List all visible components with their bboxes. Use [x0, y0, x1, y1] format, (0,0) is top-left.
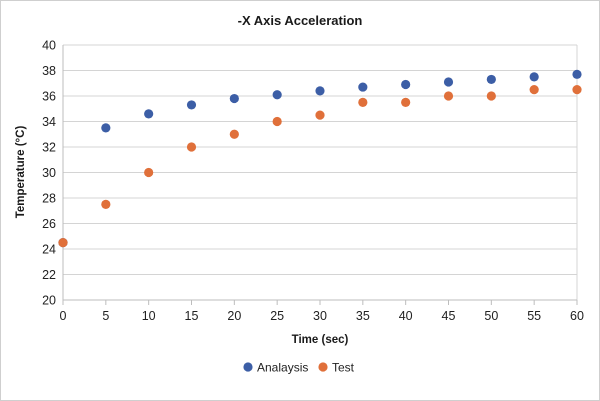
- point-test-60: [572, 85, 582, 95]
- x-axis-label: Time (sec): [292, 334, 349, 346]
- y-tick-label: 34: [42, 115, 56, 129]
- point-analaysis-60: [572, 69, 582, 79]
- x-tick-label: 35: [356, 309, 370, 323]
- point-test-55: [529, 85, 539, 95]
- y-tick-label: 40: [42, 39, 56, 53]
- x-tick-label: 0: [60, 309, 67, 323]
- legend-label-analaysis: Analaysis: [257, 361, 308, 375]
- x-tick-label: 60: [570, 309, 584, 323]
- point-test-35: [358, 97, 368, 107]
- y-tick-label: 28: [42, 192, 56, 206]
- point-test-10: [144, 167, 154, 178]
- legend-marker-analaysis: [243, 362, 253, 372]
- point-analaysis-35: [358, 82, 368, 92]
- x-tick-label: 10: [142, 309, 156, 323]
- point-test-5: [101, 199, 111, 209]
- x-tick-label: 55: [527, 309, 541, 323]
- x-tick-label: 30: [313, 309, 327, 323]
- x-tick-label: 20: [227, 309, 241, 323]
- legend-marker-test: [318, 362, 328, 372]
- point-test-25: [272, 116, 282, 127]
- axes: [62, 45, 578, 305]
- point-analaysis-45: [443, 77, 454, 87]
- y-axis-label: Temperature (°C): [15, 126, 27, 219]
- point-analaysis-40: [401, 79, 411, 90]
- point-test-15: [186, 142, 197, 152]
- point-analaysis-25: [272, 90, 282, 100]
- point-analaysis-55: [529, 72, 539, 82]
- point-test-0: [58, 238, 68, 248]
- point-test-20: [229, 129, 239, 139]
- x-tick-label: 40: [399, 309, 413, 323]
- point-analaysis-20: [229, 93, 239, 104]
- y-tick-label: 32: [42, 141, 56, 155]
- point-test-30: [315, 110, 325, 120]
- point-analaysis-50: [486, 74, 496, 85]
- tick-labels: 20 22 24 26 28 30 32 34 36 38 40 0 5 10 15 20 25 30 35 40 45…: [42, 39, 584, 324]
- gridlines: [63, 44, 578, 300]
- legend: Analaysis Test: [243, 361, 355, 375]
- point-analaysis-15: [186, 100, 197, 110]
- y-tick-label: 20: [42, 294, 56, 308]
- x-tick-label: 5: [102, 309, 109, 323]
- x-tick-label: 50: [484, 309, 498, 323]
- point-analaysis-5: [101, 123, 111, 133]
- y-tick-label: 36: [42, 90, 56, 104]
- chart-title: -X Axis Acceleration: [238, 13, 363, 28]
- point-test-45: [443, 91, 454, 101]
- x-tick-label: 25: [270, 309, 284, 323]
- y-tick-label: 26: [42, 217, 56, 231]
- y-tick-label: 22: [42, 268, 56, 282]
- x-tick-label: 45: [442, 309, 456, 323]
- legend-label-test: Test: [332, 361, 355, 375]
- point-test-40: [401, 97, 411, 107]
- y-tick-label: 38: [42, 64, 56, 78]
- data-points: [58, 69, 582, 248]
- y-tick-label: 30: [42, 166, 56, 180]
- y-tick-label: 24: [42, 243, 56, 257]
- point-analaysis-30: [315, 86, 325, 96]
- point-test-50: [486, 91, 496, 101]
- x-tick-label: 15: [185, 309, 199, 323]
- point-analaysis-10: [144, 109, 154, 119]
